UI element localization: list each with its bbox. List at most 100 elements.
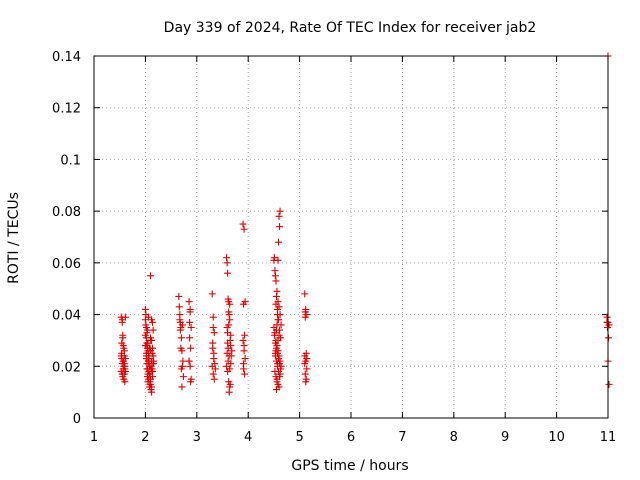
data-point: [208, 290, 216, 298]
data-point: [175, 303, 183, 311]
data-point: [271, 272, 279, 280]
y-tick-label: 0.14: [52, 50, 81, 65]
data-point: [224, 269, 232, 277]
data-point: [273, 311, 281, 319]
data-point: [177, 344, 185, 352]
data-point: [187, 344, 195, 352]
x-tick-label: 8: [450, 430, 458, 445]
data-point: [275, 331, 283, 339]
data-point: [141, 342, 149, 350]
data-point: [240, 225, 248, 233]
data-point: [241, 331, 249, 339]
data-point: [187, 378, 195, 386]
data-point: [276, 207, 284, 215]
data-point: [275, 238, 283, 246]
data-point: [186, 305, 194, 313]
data-point: [147, 272, 155, 280]
data-points: [117, 52, 613, 396]
data-point: [210, 349, 218, 357]
data-point: [146, 383, 154, 391]
data-point: [605, 334, 613, 342]
data-point: [301, 360, 309, 368]
data-point: [226, 300, 234, 308]
x-tick-label: 10: [548, 430, 565, 445]
data-point: [175, 292, 183, 300]
data-point: [239, 220, 247, 228]
data-point: [303, 355, 311, 363]
data-point: [224, 295, 232, 303]
data-point: [177, 334, 185, 342]
y-tick-label: 0.08: [52, 205, 81, 220]
data-point: [211, 365, 219, 373]
data-point: [118, 370, 126, 378]
data-point: [241, 355, 249, 363]
data-point: [225, 321, 233, 329]
data-point: [143, 326, 151, 334]
data-point: [303, 365, 311, 373]
data-point: [210, 329, 218, 337]
plot-frame: [93, 55, 609, 419]
data-point: [227, 360, 235, 368]
data-point: [121, 313, 129, 321]
data-point: [275, 355, 283, 363]
data-point: [120, 360, 128, 368]
x-tick-label: 2: [141, 430, 149, 445]
data-point: [178, 321, 186, 329]
data-point: [209, 339, 217, 347]
data-point: [273, 378, 281, 386]
data-point: [210, 375, 218, 383]
data-point: [302, 378, 310, 386]
data-point: [185, 298, 193, 306]
y-tick-label: 0.12: [52, 102, 81, 117]
data-point: [273, 360, 281, 368]
data-point: [273, 342, 281, 350]
data-point: [176, 326, 184, 334]
data-point: [187, 324, 195, 331]
data-point: [118, 355, 126, 363]
data-point: [272, 300, 280, 308]
data-point: [275, 367, 283, 375]
data-point: [226, 380, 234, 388]
data-point: [186, 362, 194, 370]
data-point: [270, 254, 278, 262]
x-tick-label: 4: [244, 430, 252, 445]
data-point: [209, 324, 217, 331]
data-point: [178, 383, 186, 391]
x-tick-labels: 1 2 3 4 5 6 7 8 9 10 11: [90, 430, 616, 445]
y-tick-label: 0.1: [60, 153, 81, 168]
data-point: [141, 331, 149, 339]
data-point: [209, 313, 217, 321]
data-point: [118, 318, 126, 326]
data-point: [179, 373, 187, 381]
data-point: [605, 380, 613, 388]
x-tick-label: 5: [295, 430, 303, 445]
x-axis-label: GPS time / hours: [291, 458, 408, 474]
data-point: [177, 365, 185, 373]
data-point: [146, 362, 154, 370]
y-tick-label: 0.02: [52, 360, 81, 375]
data-point: [603, 318, 611, 326]
y-tick-label: 0: [73, 412, 81, 427]
data-point: [149, 344, 157, 352]
y-tick-label: 0.06: [52, 257, 81, 272]
data-point: [223, 259, 231, 267]
data-point: [121, 378, 129, 386]
data-point: [271, 349, 279, 357]
gridlines: [94, 56, 608, 418]
data-point: [147, 334, 155, 342]
chart-title: Day 339 of 2024, Rate Of TEC Index for r…: [164, 20, 537, 36]
data-point: [225, 308, 233, 316]
data-point: [148, 357, 156, 365]
data-point: [142, 321, 150, 329]
data-point: [240, 360, 248, 368]
data-point: [119, 331, 127, 339]
data-point: [301, 290, 309, 298]
data-point: [186, 334, 194, 342]
x-tick-label: 1: [90, 430, 98, 445]
x-tick-label: 11: [600, 430, 617, 445]
data-point: [144, 378, 152, 386]
y-axis-label: ROTI / TECUs: [6, 192, 22, 284]
x-tick-label: 9: [501, 430, 509, 445]
data-point: [301, 370, 309, 378]
